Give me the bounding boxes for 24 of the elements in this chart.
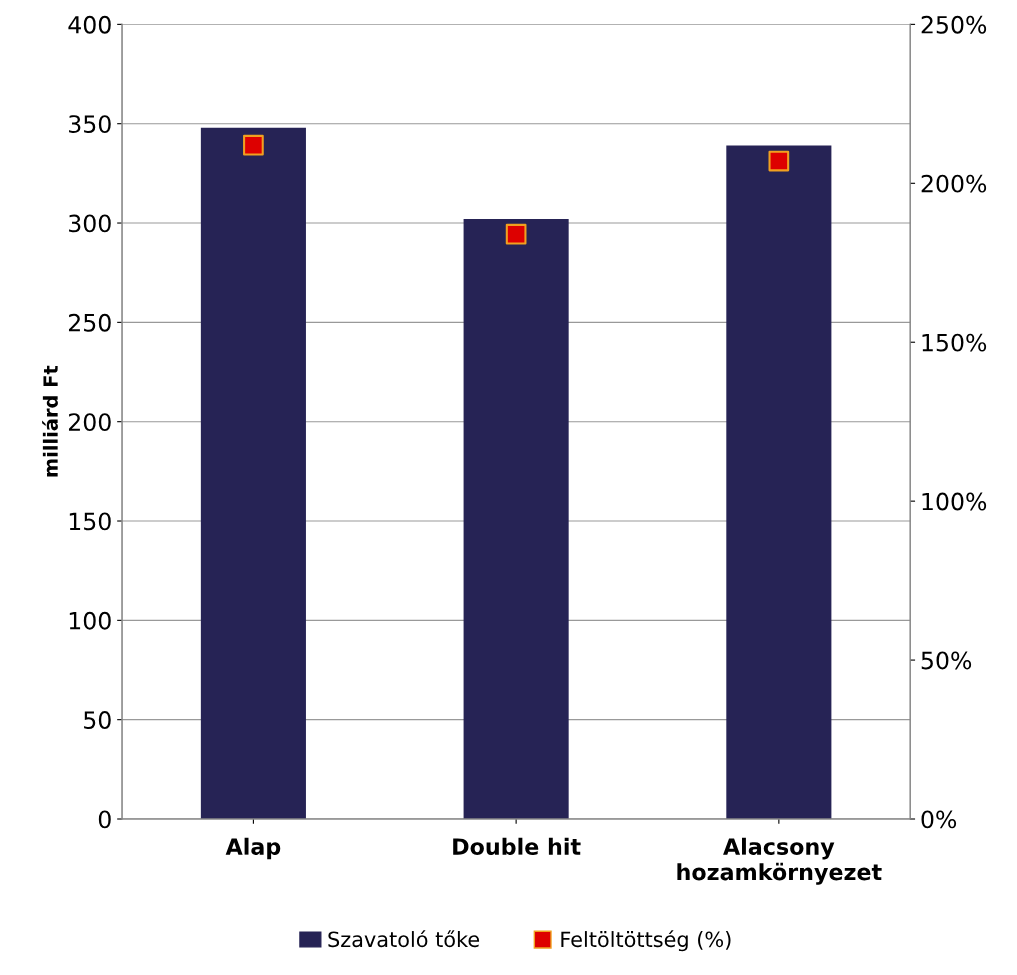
point: [243, 134, 264, 156]
x-tick-label: Alacsony hozamkörnyezet: [677, 837, 882, 885]
point: [768, 150, 790, 172]
y-tick-label: 150: [69, 512, 111, 531]
y2-tick-label: 200%: [921, 174, 987, 193]
y2-tick-label: 250%: [921, 15, 987, 34]
y-tick-label: 400: [68, 15, 111, 34]
y2-tick-label: 50%: [921, 651, 972, 670]
y-tick-label: 200: [68, 413, 111, 431]
x-tick-label: Double hit: [453, 837, 581, 855]
y-tick-label: 350: [69, 115, 111, 134]
y-tick-label: 100: [69, 611, 111, 630]
y-axis-title: milliárd Ft: [42, 365, 58, 477]
y2-tick-label: 0%: [921, 810, 957, 829]
legend-label: Feltöltöttség (%): [561, 930, 731, 952]
y2-tick-label: 150%: [922, 333, 987, 352]
legend-label: Szavatoló tőke: [328, 930, 480, 948]
y-tick-label: 300: [69, 214, 111, 233]
y-tick-label: 250: [68, 313, 111, 332]
y-tick-label: 50: [84, 711, 111, 729]
x-tick-label: Alap: [225, 837, 281, 860]
point: [505, 223, 527, 245]
y2-tick-label: 100%: [922, 492, 987, 511]
y-tick-label: 0: [98, 810, 111, 829]
